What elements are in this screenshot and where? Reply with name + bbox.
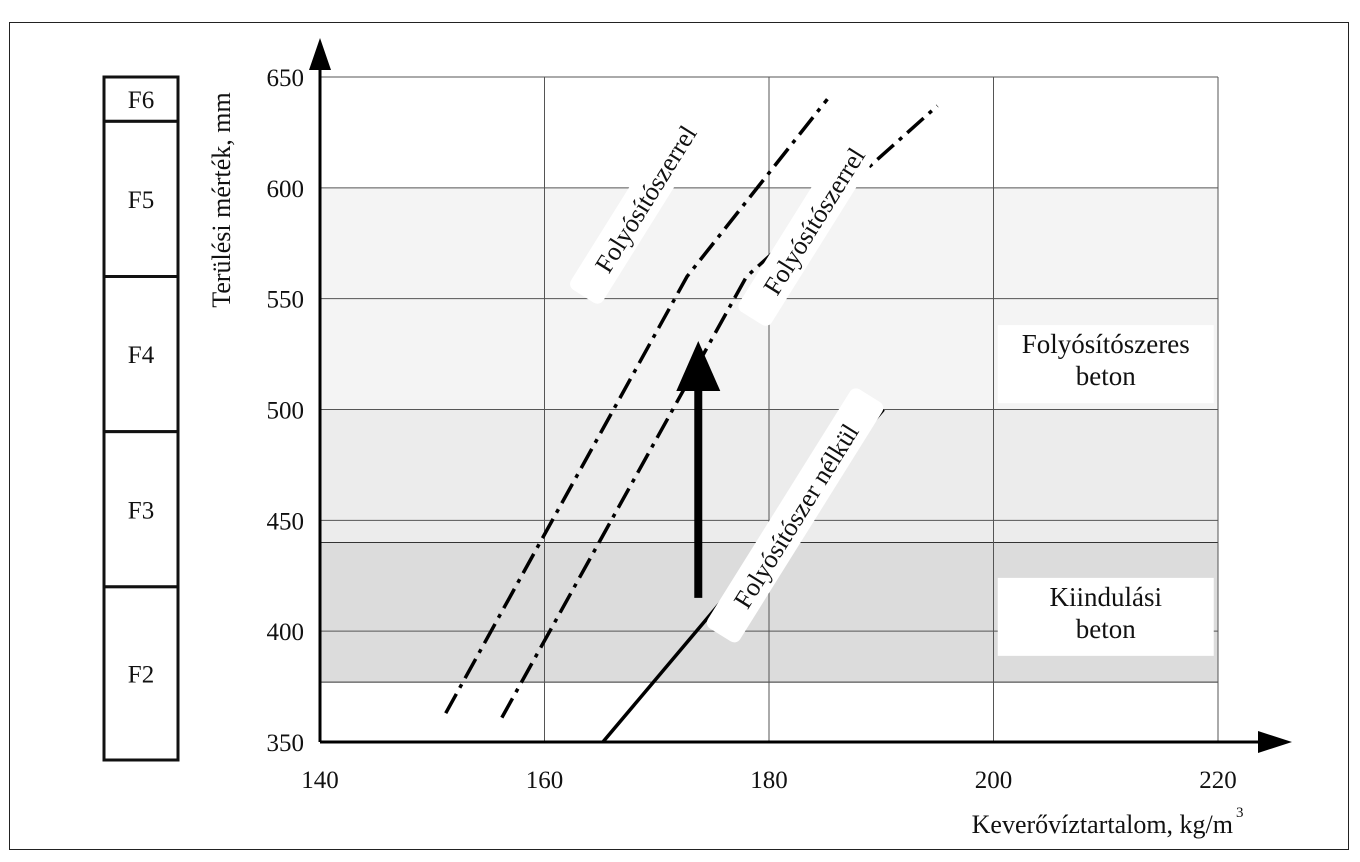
series-label-box: [738, 115, 888, 326]
y-tick-label: 450: [267, 508, 305, 535]
y-axis-arrowhead: [309, 38, 331, 70]
x-axis-arrowhead: [1258, 731, 1292, 753]
x-axis-title-superscript: 3: [1236, 805, 1244, 821]
y-axis-title: Terülési mérték, mm: [207, 92, 236, 308]
series-label-box: [706, 388, 884, 643]
y-tick-label: 650: [267, 65, 305, 92]
class-label: F6: [128, 87, 154, 114]
x-axis-title-text: Keverővíztartalom, kg/m: [972, 810, 1233, 839]
class-label: F5: [128, 187, 154, 214]
class-box-f5: [102, 119, 180, 279]
class-label: F4: [128, 342, 155, 369]
y-tick-label: 600: [267, 176, 305, 203]
class-box-f2: [102, 585, 180, 762]
series-line-2: [500, 104, 939, 719]
x-tick-label: 220: [1199, 767, 1237, 794]
x-tick-label: 140: [301, 767, 339, 794]
x-tick-label: 200: [975, 767, 1013, 794]
series-label-box: [570, 93, 720, 304]
y-tick-label: 400: [267, 619, 305, 646]
class-label: F2: [128, 661, 154, 688]
band-label-line: Kiindulási: [1050, 582, 1163, 612]
band-label-line: Folyósítószeres: [1022, 329, 1190, 359]
band-label-box: [997, 325, 1214, 404]
class-box-f4: [102, 275, 180, 434]
y-tick-label: 550: [267, 287, 305, 314]
y-tick-label: 500: [267, 398, 305, 425]
y-tick-label: 350: [267, 730, 305, 757]
x-tick-label: 180: [750, 767, 788, 794]
series-line-1: [444, 98, 829, 715]
x-axis-title: Keverővíztartalom, kg/m: [972, 810, 1233, 839]
band-label-line: beton: [1076, 614, 1136, 644]
band-label-box: [997, 577, 1214, 656]
class-box-f3: [102, 430, 180, 589]
band-label-line: beton: [1076, 361, 1136, 391]
shift-arrow-head: [676, 341, 721, 391]
class-label: F3: [128, 497, 154, 524]
x-tick-label: 160: [526, 767, 564, 794]
